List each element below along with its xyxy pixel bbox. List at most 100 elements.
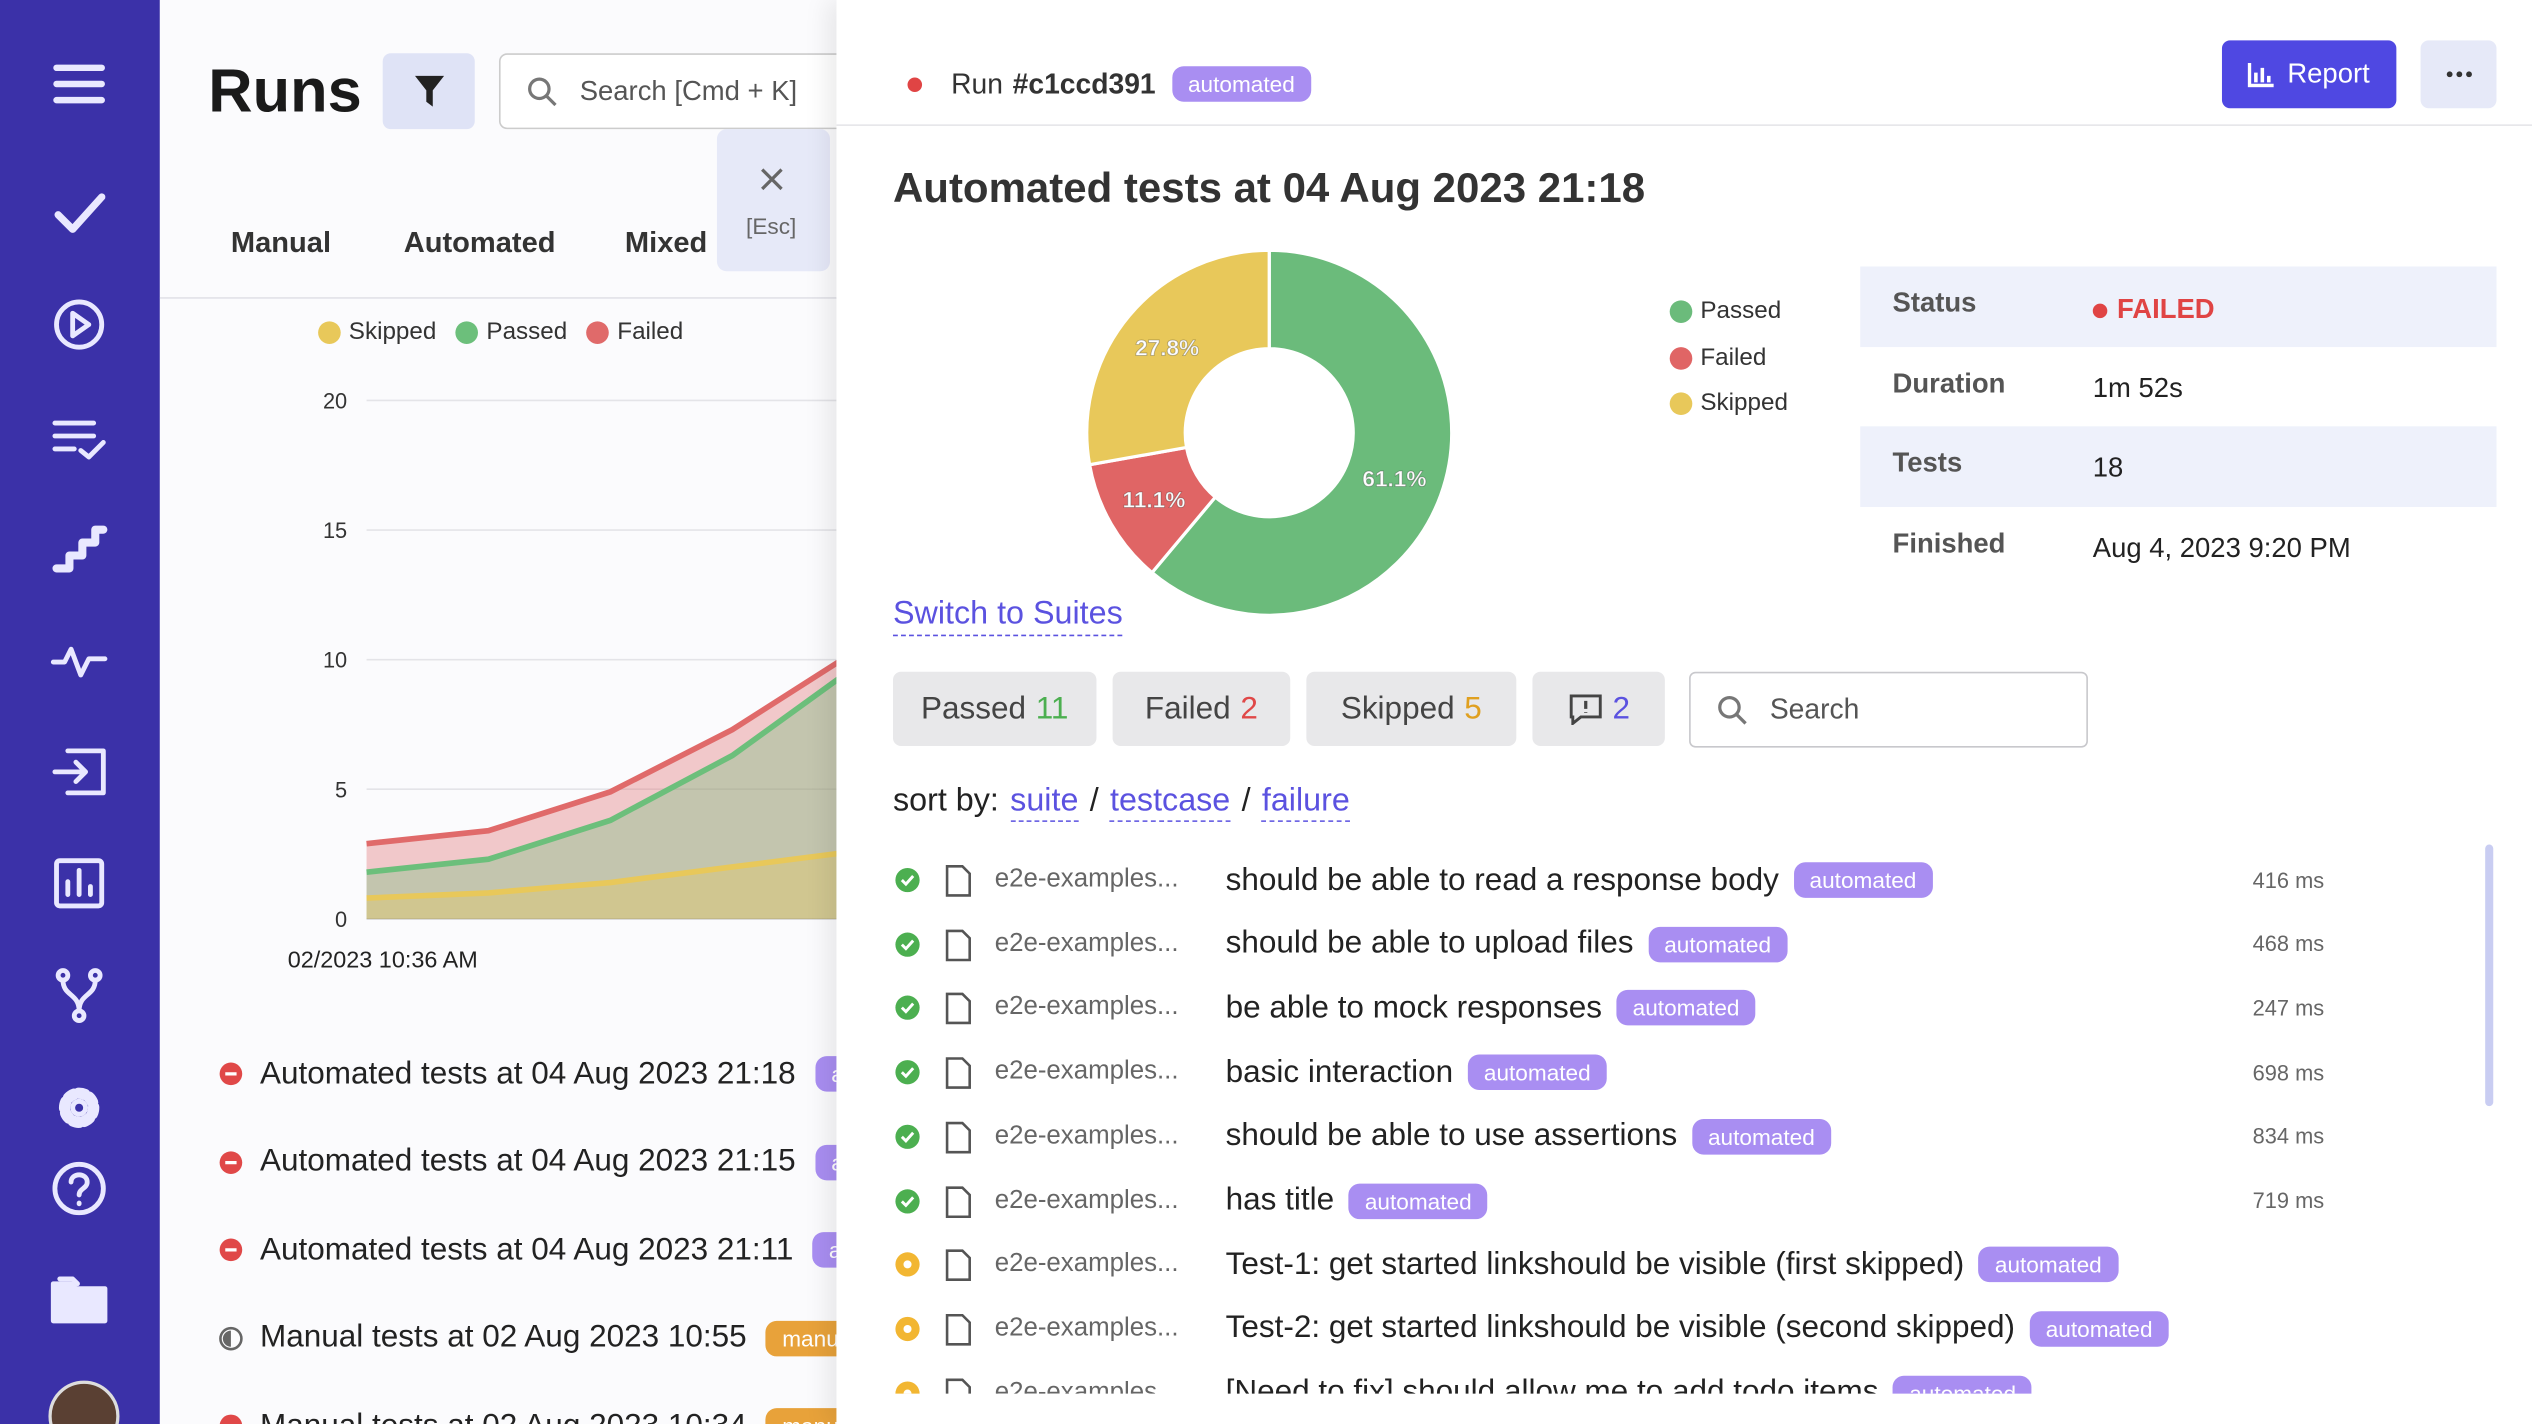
status-value: FAILED (2117, 293, 2215, 325)
filter-button[interactable] (382, 53, 475, 130)
run-tag: manual (766, 1320, 837, 1356)
summary-text: 18 (2092, 452, 2124, 483)
tests-icon[interactable] (48, 182, 109, 243)
branches-icon[interactable] (48, 964, 109, 1025)
file-icon (945, 1377, 971, 1394)
legend-item[interactable]: Skipped (1669, 381, 1788, 427)
divider (159, 297, 837, 299)
sort-option[interactable]: failure (1261, 783, 1350, 822)
legend-item[interactable]: Passed (455, 318, 568, 346)
legend-label: Passed (486, 318, 568, 346)
run-detail: Run #c1ccd391 automated Report Automated… (836, 0, 2532, 1424)
tab[interactable]: Automated (403, 226, 556, 259)
tab[interactable]: Mixed (624, 226, 708, 259)
test-row[interactable]: e2e-examples... Test-1: get started links… (893, 1232, 2476, 1297)
run-header: Run #c1ccd391 automated (951, 66, 1311, 102)
run-id: #c1ccd391 (1012, 67, 1156, 100)
sort-option[interactable]: testcase (1109, 783, 1231, 822)
filter-icon (414, 75, 444, 106)
run-title: Automated tests at 04 Aug 2023 21:18 (892, 163, 1646, 212)
run-title: Automated tests at 04 Aug 2023 21:11 (259, 1231, 794, 1267)
more-button[interactable] (2420, 40, 2497, 109)
report-button[interactable]: Report (2221, 40, 2397, 109)
run-row[interactable]: Automated tests at 04 Aug 2023 21:11 auto… (218, 1226, 837, 1274)
close-button[interactable]: [Esc] (716, 129, 831, 272)
test-tag: automated (1467, 1054, 1607, 1091)
analytics-icon[interactable] (48, 853, 109, 914)
import-icon[interactable] (48, 741, 109, 802)
test-title: has title (1225, 1182, 1335, 1218)
comments-filter[interactable]: 2 (1532, 671, 1665, 747)
test-row[interactable]: e2e-examples... has title automated 719 ms (893, 1168, 2476, 1233)
test-tag: automated (1648, 926, 1788, 962)
search-icon (1718, 695, 1747, 725)
status-icon (219, 1062, 243, 1086)
suite-name: e2e-examples... (994, 1250, 1179, 1278)
test-row[interactable]: e2e-examples... should be able to upload … (893, 912, 2476, 977)
series-line (366, 659, 837, 847)
filter-button[interactable]: Passed 11 (892, 671, 1097, 747)
file-icon (945, 1121, 971, 1154)
series-line (366, 850, 837, 901)
menu-icon[interactable] (48, 53, 109, 114)
search-box[interactable]: Search [Cmd + K] (498, 53, 837, 130)
test-row[interactable]: e2e-examples... [Need to fix] should allo… (893, 1361, 2476, 1394)
summary-text: 1m 52s (2092, 372, 2183, 403)
legend-item[interactable]: Passed (1669, 289, 1788, 335)
plans-icon[interactable] (48, 407, 109, 468)
legend: Passed Failed Skipped (1669, 289, 1788, 427)
summary-label: Duration (1892, 367, 2006, 399)
test-row[interactable]: e2e-examples... be able to mock responses… (893, 976, 2476, 1041)
test-title: should be able to upload files (1225, 925, 1634, 962)
run-title: Manual tests at 02 Aug 2023 10:55 (259, 1319, 747, 1355)
run-row[interactable]: Manual tests at 02 Aug 2023 10:55 manual (218, 1314, 837, 1362)
legend-item[interactable]: Failed (1669, 335, 1788, 381)
legend-item[interactable]: Failed (586, 318, 683, 346)
switch-link[interactable]: Switch to Suites (892, 593, 1123, 637)
tab[interactable]: Manual (230, 226, 332, 259)
test-row[interactable]: e2e-examples... Test-2: get started links… (893, 1297, 2476, 1362)
test-row[interactable]: e2e-examples... basic interaction automate… (893, 1040, 2476, 1105)
user-avatar[interactable] (48, 1380, 120, 1424)
legend-label: Passed (1700, 297, 1782, 325)
summary-text: Aug 4, 2023 9:20 PM (2092, 532, 2351, 563)
y-tick-label: 10 (323, 648, 347, 673)
suite-name: e2e-examples... (994, 1378, 1179, 1394)
filter-button[interactable]: Skipped 5 (1306, 671, 1517, 747)
file-icon (945, 1185, 971, 1218)
runs-icon[interactable] (48, 294, 109, 355)
help-icon[interactable] (48, 1158, 109, 1219)
run-label: Run (951, 67, 1003, 100)
pulse-icon[interactable] (48, 630, 109, 691)
status-icon (895, 867, 920, 893)
runs-panel: Runs Search [Cmd + K] [Esc] Manual Automa… (159, 0, 837, 1424)
run-row[interactable]: Automated tests at 04 Aug 2023 21:15 auto… (218, 1138, 837, 1186)
run-row[interactable]: Manual tests at 02 Aug 2023 10:34 manual (218, 1402, 837, 1424)
steps-icon[interactable] (48, 518, 109, 579)
test-row[interactable]: e2e-examples... should be able to read a … (893, 848, 2476, 913)
summary-value: FAILED (2092, 293, 2215, 326)
run-title: Automated tests at 04 Aug 2023 21:15 (259, 1143, 796, 1179)
legend-label: Skipped (348, 318, 437, 346)
summary-label: Finished (1892, 527, 2006, 558)
run-tag: automated (815, 1056, 837, 1092)
sort-option[interactable]: suite (1010, 783, 1079, 822)
filter-button[interactable]: Failed 2 (1112, 671, 1291, 747)
test-row[interactable]: e2e-examples... should be able to use ass… (893, 1104, 2476, 1169)
settings-icon[interactable] (48, 1077, 109, 1138)
projects-icon[interactable] (48, 1269, 109, 1330)
legend-item[interactable]: Skipped (318, 318, 437, 346)
test-title-wrap: [Need to fix] should allow me to add tod… (1226, 1374, 2033, 1394)
slice-label: 11.1% (1123, 488, 1186, 513)
legend: Skipped Passed Failed (318, 318, 683, 346)
sort-label: sort by: (892, 783, 999, 819)
file-icon (945, 993, 971, 1025)
search-placeholder: Search [Cmd + K] (579, 75, 798, 107)
test-search[interactable]: Search (1689, 671, 2088, 748)
slice-label: 27.8% (1135, 335, 1199, 360)
test-title: should be able to read a response body (1225, 861, 1779, 898)
run-row[interactable]: Automated tests at 04 Aug 2023 21:18 auto… (218, 1050, 837, 1098)
close-hint: [Esc] (746, 213, 797, 239)
test-tag: automated (1616, 990, 1756, 1027)
